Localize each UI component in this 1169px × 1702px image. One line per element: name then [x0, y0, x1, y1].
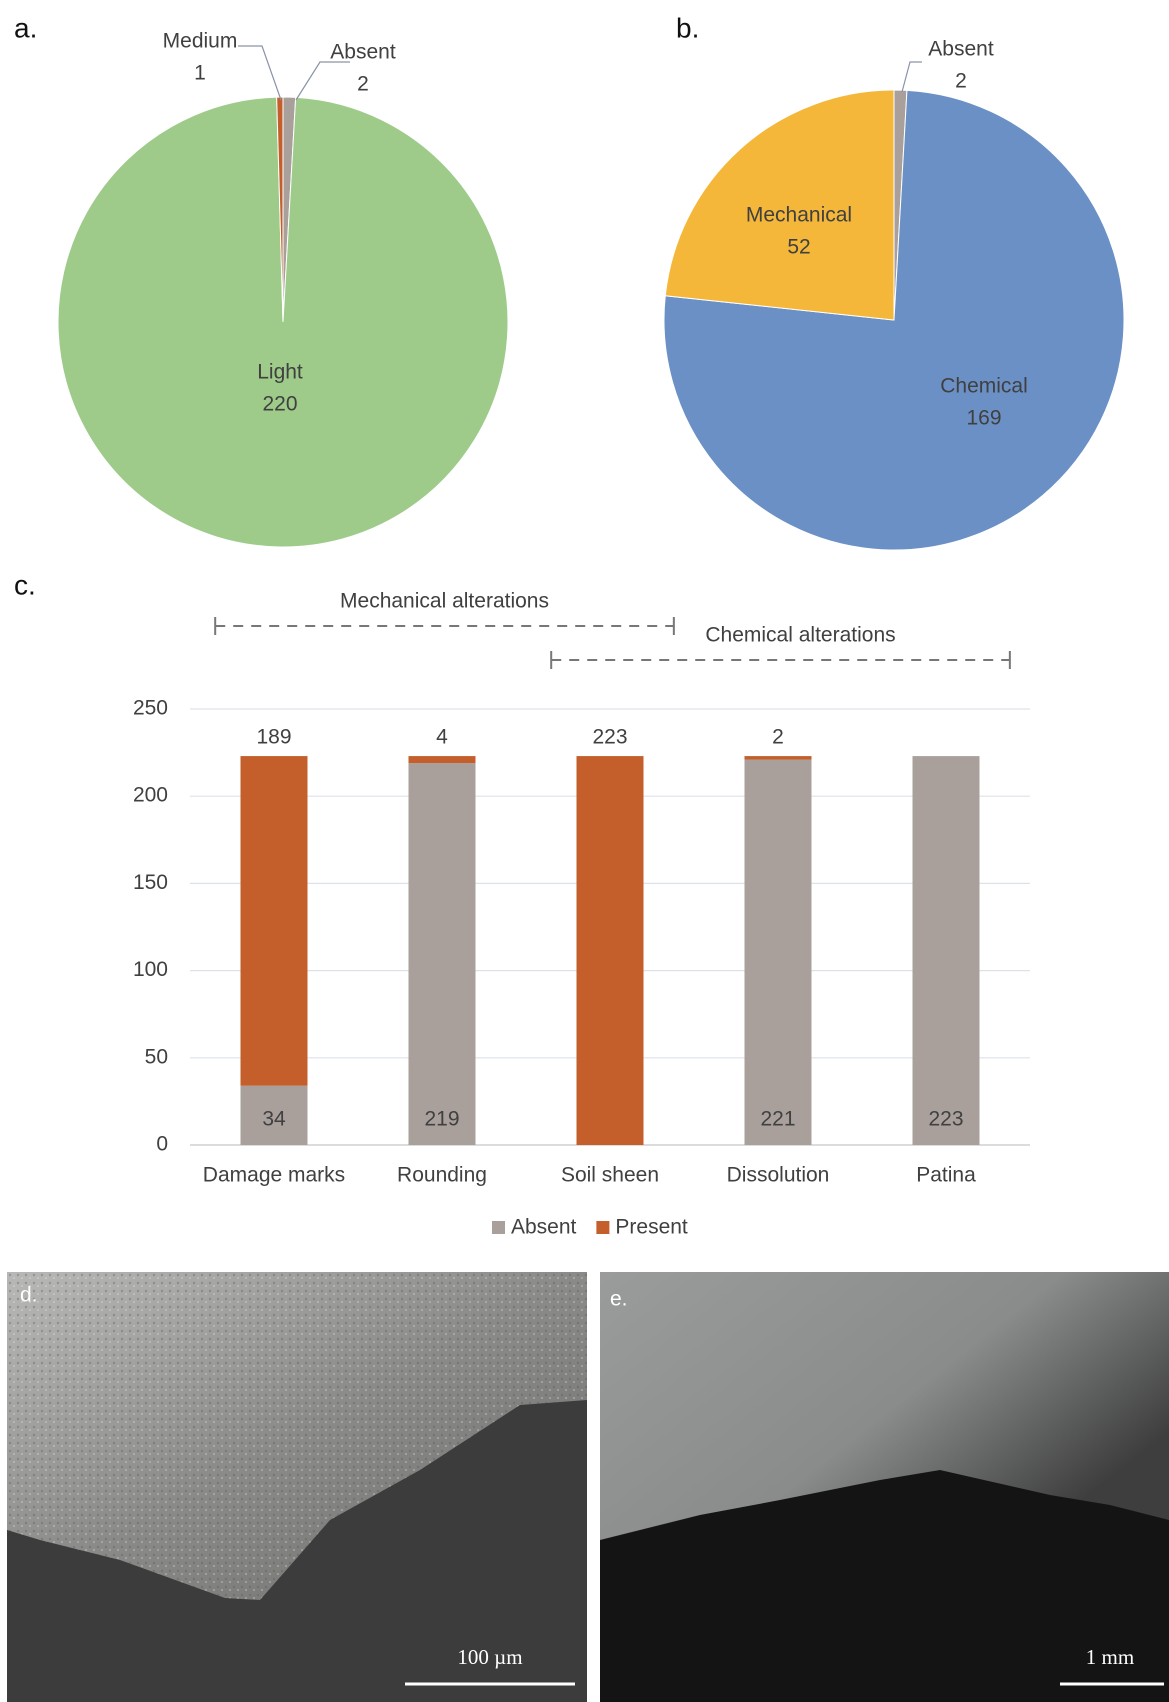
bar-segment — [408, 763, 476, 1145]
x-tick-label: Dissolution — [727, 1164, 830, 1187]
x-tick-label: Patina — [916, 1164, 976, 1187]
value-label: 219 — [424, 1108, 459, 1131]
y-tick-label: 250 — [133, 697, 168, 720]
value-label: 223 — [592, 726, 627, 749]
legend-label: Present — [615, 1216, 688, 1239]
y-tick-label: 100 — [133, 958, 168, 981]
bar-segment — [576, 756, 644, 1145]
photo-label: e. — [610, 1288, 628, 1311]
bar-segment — [744, 756, 812, 760]
leader-line — [901, 61, 922, 93]
scale-bar-label: 1 mm — [1086, 1645, 1134, 1669]
value-label: 221 — [760, 1108, 795, 1131]
slice-label: Light — [257, 361, 303, 384]
slice-label: Chemical — [940, 375, 1028, 398]
scale-bar-label: 100 µm — [457, 1645, 522, 1669]
x-tick-label: Rounding — [397, 1164, 487, 1187]
slice-value: 169 — [966, 407, 1001, 430]
legend-label: Absent — [511, 1216, 577, 1239]
leader-line — [295, 61, 350, 101]
panel-label: a. — [14, 12, 37, 43]
legend-swatch — [492, 1221, 505, 1234]
photo-d — [7, 1272, 587, 1702]
legend-swatch — [596, 1221, 610, 1234]
bar-segment — [240, 1085, 308, 1145]
annotation: Mechanical alterations — [340, 590, 549, 613]
y-tick-label: 200 — [133, 784, 168, 807]
photo-e — [600, 1272, 1169, 1702]
bar-segment — [912, 756, 980, 1145]
slice-value: 1 — [194, 62, 206, 85]
slice-label: Mechanical — [746, 204, 852, 227]
panel-label: b. — [676, 12, 699, 43]
bar-segment — [744, 759, 812, 1145]
y-tick-label: 0 — [156, 1133, 168, 1156]
panel-label: c. — [14, 569, 36, 600]
slice-value: 220 — [262, 393, 297, 416]
bar-segment — [240, 756, 308, 1086]
bar-segment — [408, 756, 476, 764]
pie-slice — [664, 89, 895, 321]
annotation: Chemical alterations — [705, 624, 895, 647]
leader-line — [238, 45, 282, 101]
value-label: 223 — [928, 1108, 963, 1131]
slice-label: Medium — [163, 30, 238, 53]
photo-label: d. — [20, 1284, 38, 1307]
x-tick-label: Soil sheen — [561, 1164, 659, 1187]
y-tick-label: 50 — [145, 1045, 168, 1068]
value-label: 4 — [436, 726, 448, 749]
slice-value: 52 — [787, 236, 810, 259]
value-label: 34 — [262, 1108, 286, 1131]
value-label: 189 — [256, 726, 291, 749]
slice-value: 2 — [955, 70, 967, 93]
slice-label: Absent — [330, 41, 396, 64]
y-tick-label: 150 — [133, 871, 168, 894]
pie-slice — [57, 96, 509, 548]
slice-label: Absent — [928, 38, 994, 61]
x-tick-label: Damage marks — [203, 1164, 345, 1187]
slice-value: 2 — [357, 73, 369, 96]
value-label: 2 — [772, 726, 784, 749]
